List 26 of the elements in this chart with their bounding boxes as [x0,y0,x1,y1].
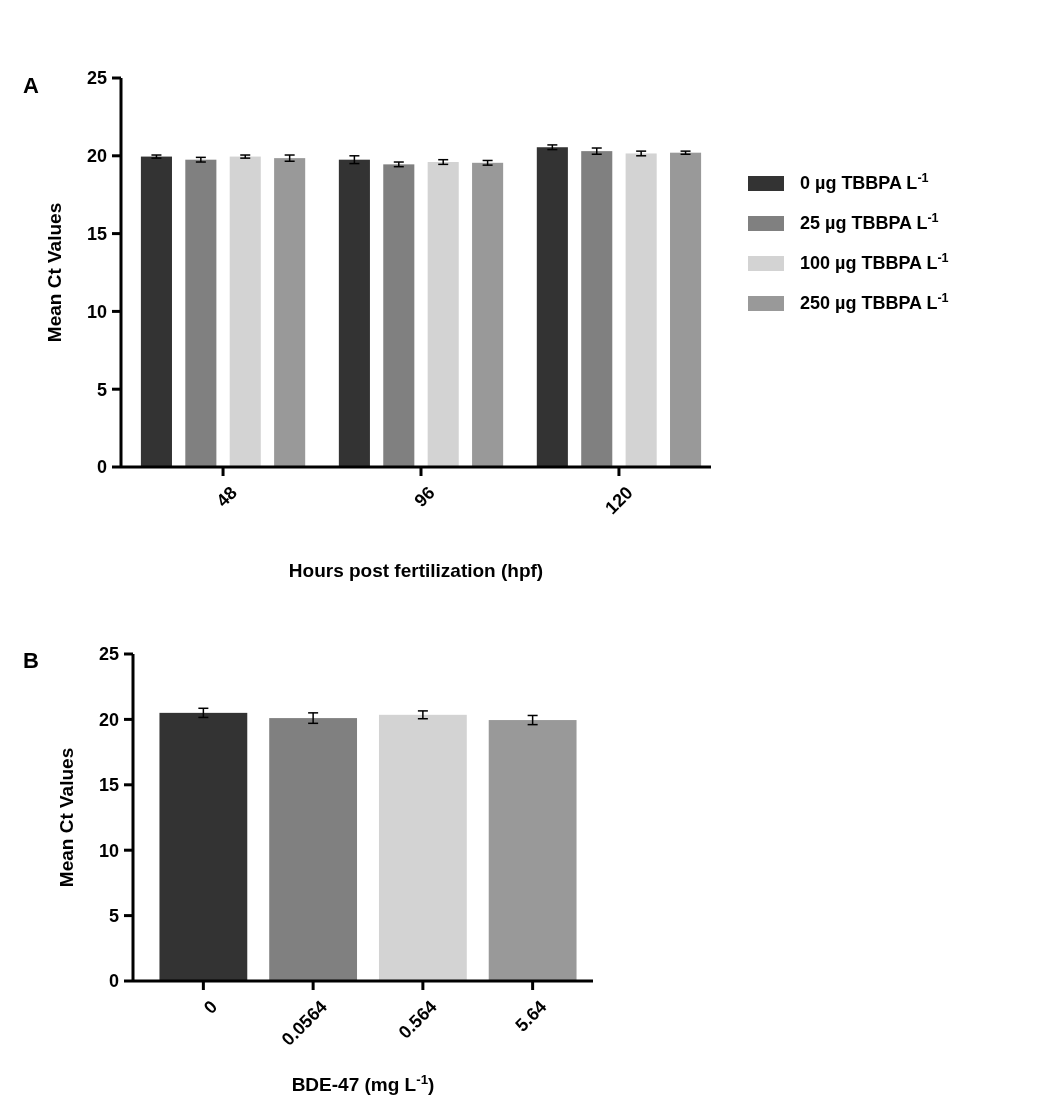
y-tick-label: 20 [98,709,119,730]
x-axis-title: BDE-47 (mg L$^{-1}$) [291,1071,435,1095]
y-tick-label: 25 [86,68,107,89]
y-axis-title: Mean Ct Values [44,202,65,343]
y-tick-label: 5 [96,379,107,400]
y-tick-label: 15 [98,775,119,796]
legend-label: 25 µg TBBPA L$^{-1}$ [800,211,939,234]
legend-label: 100 µg TBBPA L$^{-1}$ [800,251,949,274]
x-axis-title: Hours post fertilization (hpf) [288,560,544,581]
chart-title: A [23,73,39,98]
y-tick-label: 25 [98,644,119,665]
y-tick-label: 20 [86,146,107,167]
y-tick-label: 5 [108,905,119,926]
legend-label: 250 µg TBBPA L$^{-1}$ [800,291,949,314]
y-tick-label: 0 [108,971,119,992]
chart-title: B [23,648,39,673]
y-tick-label: 10 [98,840,119,861]
y-tick-label: 0 [96,457,107,478]
y-axis-title: Mean Ct Values [56,747,77,888]
x-tick-label: 120 [601,482,637,518]
y-tick-label: 15 [86,223,107,244]
legend-label: 0 µg TBBPA L$^{-1}$ [800,171,929,194]
x-tick-label: 96 [410,482,439,511]
x-tick-label: 48 [212,482,241,511]
x-tick-label: 0 [199,996,222,1018]
y-tick-label: 10 [86,301,107,322]
